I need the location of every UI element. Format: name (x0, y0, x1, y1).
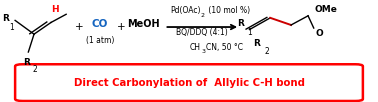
Text: R: R (23, 58, 30, 67)
Text: 2: 2 (265, 47, 270, 55)
FancyBboxPatch shape (15, 64, 363, 101)
Text: 2: 2 (33, 65, 37, 74)
Text: R: R (237, 19, 244, 28)
Text: (10 mol %): (10 mol %) (206, 6, 250, 15)
Text: 1: 1 (248, 28, 253, 37)
Text: O: O (316, 29, 324, 38)
Text: OMe: OMe (315, 5, 338, 14)
Text: CN, 50 °C: CN, 50 °C (206, 43, 243, 52)
Text: 2: 2 (200, 13, 204, 18)
Text: Pd(OAc): Pd(OAc) (170, 6, 200, 15)
Text: H: H (51, 5, 59, 14)
Text: MeOH: MeOH (127, 19, 160, 29)
Text: +: + (117, 22, 125, 32)
Text: R: R (2, 14, 9, 23)
Text: BQ/DDQ (4:1): BQ/DDQ (4:1) (177, 28, 228, 37)
Text: 1: 1 (9, 23, 14, 32)
Text: (1 atm): (1 atm) (86, 36, 115, 45)
Text: +: + (75, 22, 84, 32)
Text: CH: CH (189, 43, 200, 52)
Text: R: R (254, 39, 260, 48)
Text: Direct Carbonylation of  Allylic C-H bond: Direct Carbonylation of Allylic C-H bond (73, 78, 305, 88)
Text: CO: CO (92, 19, 108, 29)
Text: 3: 3 (201, 49, 205, 54)
